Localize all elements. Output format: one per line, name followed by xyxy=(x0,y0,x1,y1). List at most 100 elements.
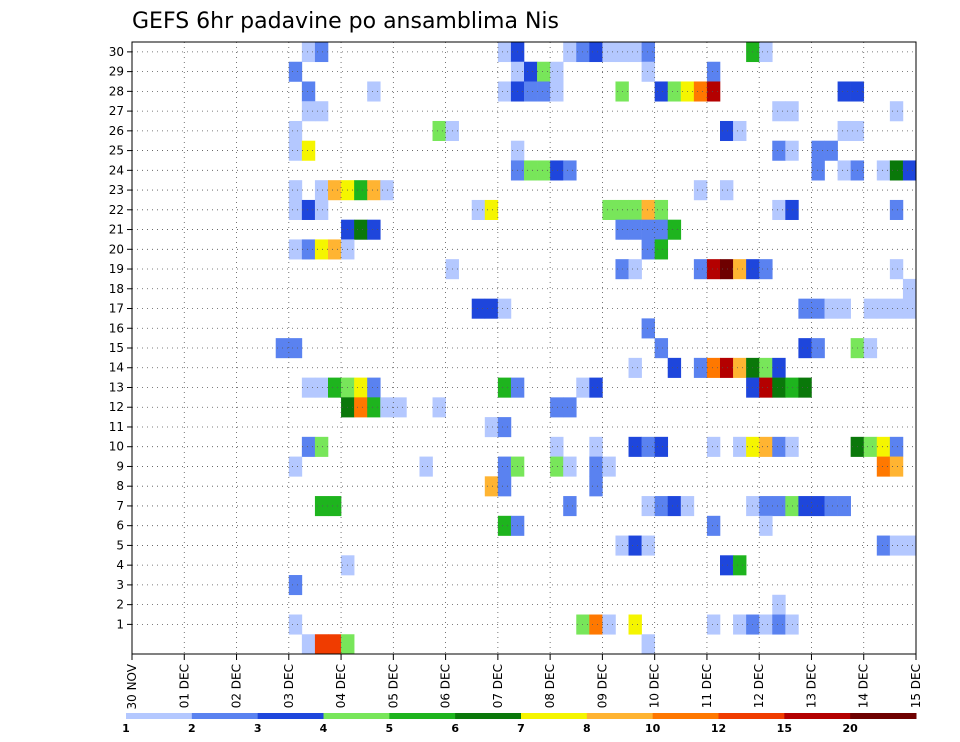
heatmap-cell xyxy=(524,81,538,102)
heatmap-cell xyxy=(824,298,838,319)
y-tick-label: 17 xyxy=(109,302,124,316)
heatmap-cell xyxy=(497,515,512,536)
heatmap-cell xyxy=(497,417,512,438)
heatmap-cell xyxy=(824,140,838,161)
heatmap-cell xyxy=(772,594,786,615)
colorbar-label: 3 xyxy=(254,722,262,735)
heatmap-cell xyxy=(602,199,616,220)
heatmap-cell xyxy=(550,81,564,102)
heatmap-cell xyxy=(628,436,642,457)
colorbar-swatch xyxy=(784,713,851,719)
colorbar-swatch xyxy=(521,713,588,719)
y-tick-label: 4 xyxy=(116,558,124,572)
heatmap-cell xyxy=(876,456,891,477)
heatmap-cell xyxy=(889,298,904,319)
heatmap-cell xyxy=(837,160,851,181)
y-tick-label: 20 xyxy=(109,242,124,256)
heatmap-cell xyxy=(354,377,368,398)
heatmap-cell xyxy=(367,81,381,102)
x-tick-label: 07 DEC xyxy=(491,664,505,708)
heatmap-cell xyxy=(563,397,577,418)
heatmap-cell xyxy=(393,397,407,418)
heatmap-cell xyxy=(367,377,381,398)
heatmap-cell xyxy=(328,496,342,517)
heatmap-cell xyxy=(550,61,564,82)
x-tick-label: 06 DEC xyxy=(439,664,453,708)
heatmap-cell xyxy=(641,535,655,556)
heatmap-cell xyxy=(641,318,655,339)
heatmap-cell xyxy=(863,298,878,319)
x-tick-label: 11 DEC xyxy=(700,664,714,708)
heatmap-cell xyxy=(628,219,642,240)
heatmap-cell xyxy=(471,298,486,319)
heatmap-cell xyxy=(889,160,904,181)
heatmap-cell xyxy=(889,101,904,122)
heatmap-cell xyxy=(641,436,655,457)
heatmap-cell xyxy=(288,199,303,220)
heatmap-cell xyxy=(902,160,917,181)
heatmap-cell xyxy=(902,535,917,556)
heatmap-cell xyxy=(602,42,616,63)
heatmap-cell xyxy=(314,634,329,655)
heatmap-cell xyxy=(876,535,891,556)
heatmap-cell xyxy=(654,81,669,102)
y-tick-label: 13 xyxy=(109,380,124,394)
heatmap-cell xyxy=(654,436,669,457)
heatmap-cell xyxy=(563,160,577,181)
y-tick-label: 22 xyxy=(109,203,124,217)
heatmap-cell xyxy=(693,180,708,201)
heatmap-cell xyxy=(484,417,499,438)
heatmap-cell xyxy=(772,101,786,122)
heatmap-cell xyxy=(693,259,708,280)
y-tick-label: 29 xyxy=(109,65,124,79)
heatmap-cell xyxy=(314,436,329,457)
x-tick-label: 09 DEC xyxy=(595,664,609,708)
heatmap-cell xyxy=(589,456,603,477)
heatmap-cell xyxy=(733,614,747,635)
y-tick-label: 19 xyxy=(109,262,124,276)
heatmap-cell xyxy=(641,219,655,240)
y-tick-label: 1 xyxy=(116,617,124,631)
heatmap-cell xyxy=(628,357,642,378)
colorbar-label: 4 xyxy=(320,722,328,735)
heatmap-cell xyxy=(524,61,538,82)
heatmap-cell xyxy=(720,180,734,201)
heatmap-cell xyxy=(759,357,773,378)
heatmap-cell xyxy=(314,239,329,260)
y-tick-label: 26 xyxy=(109,124,124,138)
heatmap-cell xyxy=(706,436,721,457)
heatmap-cell xyxy=(902,298,917,319)
heatmap-cell xyxy=(288,338,303,359)
heatmap-cell xyxy=(693,81,708,102)
heatmap-cell xyxy=(524,160,538,181)
heatmap-cell xyxy=(772,614,786,635)
colorbar-swatch xyxy=(126,713,193,719)
heatmap-cell xyxy=(706,81,721,102)
heatmap-cell xyxy=(628,199,642,220)
heatmap-cell xyxy=(589,436,603,457)
heatmap-cell xyxy=(641,239,655,260)
x-tick-label: 15 DEC xyxy=(909,664,923,708)
heatmap-cell xyxy=(380,180,394,201)
x-tick-label: 02 DEC xyxy=(230,664,244,708)
heatmap-cell xyxy=(889,259,904,280)
heatmap-cell xyxy=(889,535,904,556)
heatmap-cell xyxy=(497,81,512,102)
heatmap-cell xyxy=(341,634,355,655)
heatmap-cell xyxy=(759,515,773,536)
heatmap-cell xyxy=(301,634,316,655)
chart-title: GEFS 6hr padavine po ansamblima Nis xyxy=(132,9,559,34)
colorbar-swatch xyxy=(389,713,456,719)
heatmap-cell xyxy=(863,338,878,359)
heatmap-cell xyxy=(759,42,773,63)
heatmap-cell xyxy=(288,120,303,142)
heatmap-cell xyxy=(733,357,747,378)
heatmap-cell xyxy=(314,101,329,122)
heatmap-cell xyxy=(667,496,682,517)
y-tick-label: 2 xyxy=(116,598,124,612)
heatmap-cell xyxy=(550,397,564,418)
heatmap-cell xyxy=(484,476,499,497)
heatmap-cell xyxy=(902,278,917,299)
x-tick-label: 04 DEC xyxy=(334,664,348,708)
heatmap-cell xyxy=(667,357,682,378)
